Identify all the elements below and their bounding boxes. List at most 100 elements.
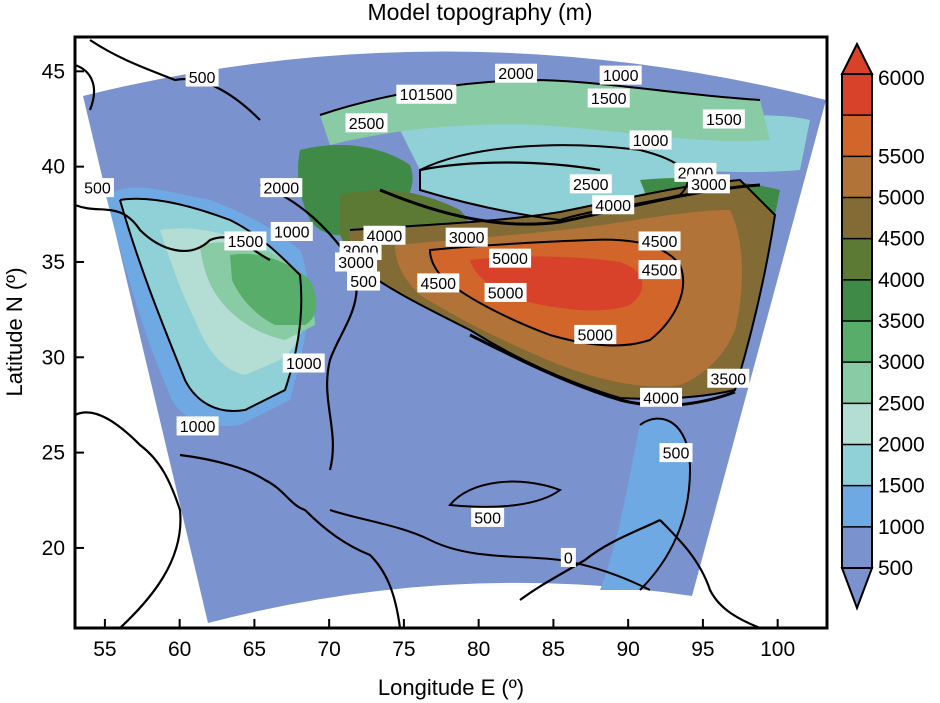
colorbar-label: 500: [878, 557, 913, 580]
contour-line-north: [319, 78, 761, 116]
colorbar-label: 3000: [878, 351, 925, 374]
colorbar-label: 5000: [878, 187, 925, 210]
contour-label-box: [702, 109, 745, 129]
contour-label-box: [638, 231, 681, 251]
contour-label: 4000: [367, 228, 403, 245]
contour-label: 1000: [180, 419, 216, 436]
x-axis-title: Longitude E (º): [378, 675, 524, 700]
contour-label-box: [640, 387, 683, 407]
contour-label: 4000: [643, 390, 679, 407]
contour-label: 1000: [274, 224, 310, 241]
x-tick-label: 95: [691, 638, 714, 661]
colorbar-swatch: [842, 74, 872, 116]
x-tick-label: 65: [243, 638, 266, 661]
contour-label: 500: [663, 446, 690, 463]
contour-label-box: [445, 227, 488, 247]
contour-line-east: [639, 417, 692, 591]
contour-label: 2000: [264, 181, 300, 198]
colorbar-swatch: [842, 321, 872, 363]
colorbar-label: 4000: [878, 269, 925, 292]
contour-label: 4000: [595, 198, 631, 215]
contour-label-box: [495, 63, 538, 83]
contour-label-box: [176, 416, 219, 436]
x-tick-label: 75: [392, 638, 415, 661]
x-tick-label: 100: [760, 638, 795, 661]
x-tick-label: 90: [616, 638, 639, 661]
contour-label-box: [260, 178, 303, 198]
contour-label-box: [569, 174, 612, 194]
y-axis-title: Latitude N (º): [2, 267, 27, 396]
chart-title: Model topography (m): [368, 0, 593, 25]
colorbar-label: 2000: [878, 434, 925, 457]
y-axis: 20 25 30 35 40 45: [42, 60, 84, 560]
contour-label: 2500: [573, 177, 609, 194]
contour-label-box: [185, 67, 219, 87]
contour-label-box: [599, 65, 642, 85]
contour-label-box: [471, 507, 505, 527]
contour-label-box: [417, 273, 460, 293]
contour-label-box: [270, 221, 313, 241]
coastline-india-west: [304, 509, 402, 628]
contour-label: 1500: [706, 112, 742, 129]
border-central: [259, 183, 358, 471]
colorbar-swatch: [842, 279, 872, 321]
contour-label: 4500: [420, 276, 456, 293]
contour-label-box: [335, 252, 378, 272]
coastline-bay-bengal: [659, 519, 761, 628]
contour-label: 2500: [349, 116, 385, 133]
x-tick-label: 80: [467, 638, 490, 661]
contour-label-box: [560, 547, 576, 567]
contour-label-box: [489, 248, 532, 268]
colorbar-label: 4500: [878, 228, 925, 251]
x-tick-label: 60: [168, 638, 191, 661]
contour-label-box: [224, 231, 267, 251]
x-tick-label: 55: [93, 638, 116, 661]
x-tick-label: 70: [317, 638, 340, 661]
contour-line-india: [448, 480, 563, 508]
contour-label: 4500: [642, 234, 678, 251]
y-tick-label: 30: [42, 346, 65, 369]
x-tick-label: 85: [542, 638, 565, 661]
colorbar-label: 3500: [878, 310, 925, 333]
coastline-north: [75, 39, 261, 121]
band-2500: [230, 253, 317, 325]
contour-label-box: [659, 443, 693, 463]
colorbar-swatch: [842, 238, 872, 280]
contour-labels: 500 2000 1000 101500 1500 2500 1500 1000 2000 500…: [80, 63, 750, 567]
contour-label-box: [587, 88, 630, 108]
colorbar-label: 2500: [878, 392, 925, 415]
colorbar-swatch: [842, 156, 872, 198]
colorbar-swatch: [842, 115, 872, 157]
contour-label-box: [347, 271, 381, 291]
contour-label-box: [363, 225, 406, 245]
contour-label: 1500: [591, 91, 627, 108]
contour-label: 0: [564, 550, 573, 567]
plot-area: 500 2000 1000 101500 1500 2500 1500 1000 2000 500…: [75, 39, 826, 628]
y-tick-label: 40: [42, 156, 65, 179]
coastline-pakistan: [179, 453, 306, 512]
colorbar-extend-max: [840, 41, 874, 75]
contour-label-box: [484, 282, 527, 302]
y-tick-label: 45: [42, 60, 65, 83]
border-tarim: [419, 161, 601, 172]
colorbar-swatch: [842, 197, 872, 239]
plot-frame: [73, 35, 829, 630]
contour-label-box: [592, 195, 635, 215]
contour-label: 1000: [286, 356, 322, 373]
contour-label: 4500: [642, 263, 678, 280]
contour-label-box: [707, 368, 750, 388]
contour-label: 5000: [577, 327, 613, 344]
coastline-arabia: [75, 411, 182, 628]
contour-label: 3000: [449, 230, 485, 247]
contour-label: 500: [350, 274, 377, 291]
y-tick-label: 25: [42, 442, 65, 465]
contour-label-box: [638, 260, 681, 280]
colorbar-extend-min: [840, 567, 874, 611]
contour-label: 5000: [488, 285, 524, 302]
y-tick-label: 35: [42, 251, 65, 274]
contour-label-box: [80, 178, 114, 198]
x-axis: 55 60 65 70 75 80 85 90 95 100: [93, 619, 795, 661]
contour-label-box: [629, 130, 672, 150]
contour-label-box: [687, 174, 730, 194]
